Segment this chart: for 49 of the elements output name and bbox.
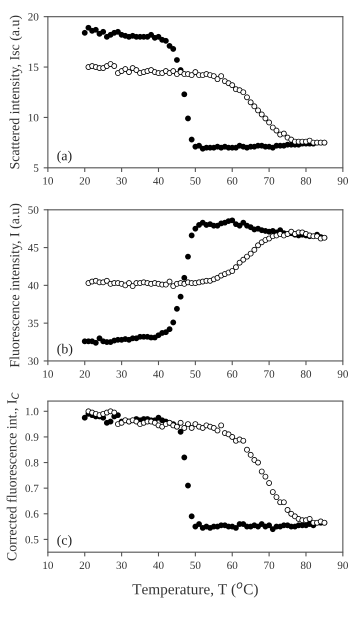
x-tick-label: 80	[300, 370, 312, 378]
x-tick-label: 20	[80, 177, 90, 185]
y-tick-label: 10	[28, 114, 38, 122]
x-tick-label: 90	[338, 562, 348, 570]
x-tick-label: 10	[43, 370, 54, 378]
x-tick-label: 80	[300, 177, 312, 185]
y-tick-label: 35	[28, 320, 38, 328]
y-tick-label: 0.9	[25, 433, 38, 441]
y-tick-label: 45	[28, 244, 38, 252]
x-tick-label: 10	[43, 562, 54, 570]
y-tick-label: 0.7	[25, 484, 39, 492]
x-tick-label: 20	[80, 370, 90, 378]
x-tick-label: 60	[227, 562, 238, 570]
y-tick-label: 50	[28, 206, 38, 214]
y-tick-label: 5	[34, 164, 38, 172]
x-tick-label: 40	[153, 562, 164, 570]
x-tick-label: 50	[190, 370, 200, 378]
x-tick-label: 90	[338, 177, 348, 185]
x-tick-label: 20	[80, 562, 90, 570]
x-tick-label: 60	[227, 177, 238, 185]
x-tick-label: 30	[116, 562, 127, 570]
x-tick-label: 70	[264, 370, 274, 378]
y-axis-title: Scattered intensity, Isc (a.u)	[10, 16, 22, 169]
x-tick-label: 50	[190, 177, 200, 185]
x-tick-label: 80	[300, 562, 312, 570]
y-tick-label: 0.8	[25, 459, 38, 467]
x-tick-label: 10	[43, 177, 54, 185]
annotation: (b)	[57, 344, 72, 356]
annotation: (c)	[57, 535, 72, 548]
x-tick-label: 40	[153, 177, 164, 185]
x-axis-title: Temperature, T ($^{o}$C)	[132, 582, 258, 598]
x-tick-label: 60	[227, 370, 238, 378]
y-tick-label: 0.5	[25, 536, 38, 544]
y-tick-label: 20	[28, 13, 38, 21]
y-tick-label: 30	[28, 357, 38, 365]
x-tick-label: 30	[116, 370, 127, 378]
y-axis-title: Fluorescence intensity, I (a.u)	[10, 204, 22, 368]
y-tick-label: 1.0	[26, 408, 38, 416]
annotation: (a)	[57, 150, 72, 164]
x-tick-label: 40	[153, 370, 164, 378]
x-tick-label: 30	[116, 177, 127, 185]
y-tick-label: 40	[28, 282, 38, 290]
x-tick-label: 90	[338, 370, 348, 378]
x-tick-label: 70	[264, 562, 274, 570]
x-tick-label: 50	[190, 562, 200, 570]
y-axis-title: Corrected fluorescence int., I$_{C}$	[6, 392, 19, 561]
y-tick-label: 15	[28, 64, 38, 72]
x-tick-label: 70	[264, 177, 274, 185]
y-tick-label: 0.6	[25, 510, 39, 518]
